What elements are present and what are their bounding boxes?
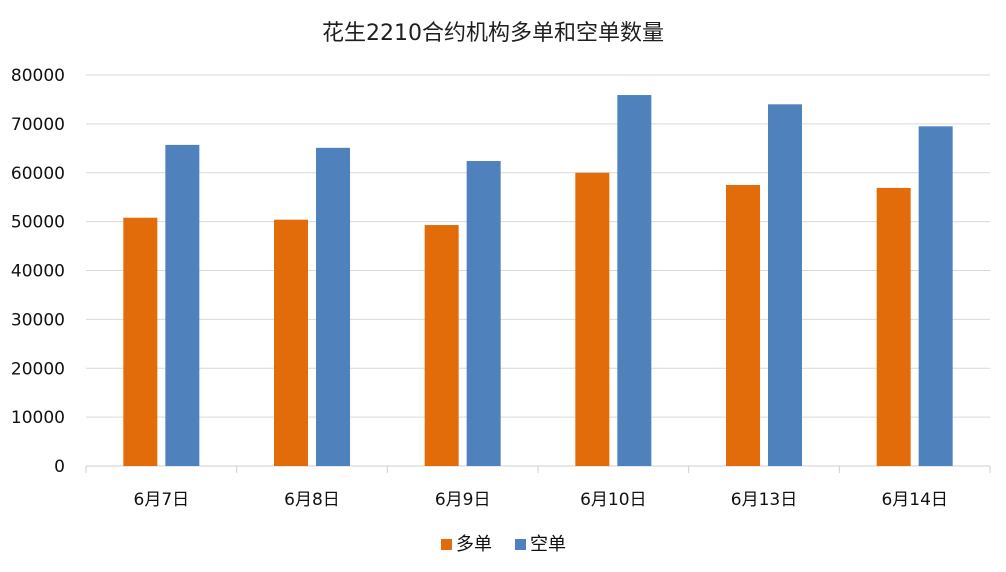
chart-title: 花生2210合约机构多单和空单数量 xyxy=(322,21,664,46)
legend-swatch xyxy=(515,539,526,550)
bar xyxy=(123,217,158,466)
bar xyxy=(617,95,652,466)
y-tick-label: 20000 xyxy=(11,359,65,379)
legend-label: 多单 xyxy=(456,534,492,555)
x-tick-label: 6月9日 xyxy=(435,490,491,510)
y-tick-label: 60000 xyxy=(11,164,65,184)
bar xyxy=(424,225,459,466)
y-tick-label: 40000 xyxy=(11,262,65,282)
grid-lines xyxy=(86,74,990,467)
axis-layer: 0 10000 20000 30000 40000 50000 60000 70000 8000… xyxy=(11,66,991,477)
bar xyxy=(575,172,610,466)
bar xyxy=(274,219,308,466)
x-tick-label: 6月14日 xyxy=(881,490,947,510)
bar xyxy=(918,126,953,466)
x-tick-label: 6月7日 xyxy=(134,490,190,510)
bars-layer xyxy=(123,95,953,467)
y-tick-label: 10000 xyxy=(11,408,65,428)
x-tick-label: 6月8日 xyxy=(284,490,340,510)
legend-label: 空单 xyxy=(530,534,566,555)
bar xyxy=(726,184,760,466)
bar xyxy=(316,147,350,467)
bar xyxy=(876,187,911,466)
y-tick-label: 70000 xyxy=(11,115,65,135)
y-tick-label: 80000 xyxy=(11,66,65,86)
y-tick-label: 0 xyxy=(54,457,65,477)
y-tick-label: 30000 xyxy=(11,310,65,330)
y-tick-label: 50000 xyxy=(11,213,65,233)
legend-swatch xyxy=(441,539,452,550)
bar xyxy=(768,104,802,466)
x-tick-label: 6月13日 xyxy=(731,490,797,510)
x-axis-labels: 6月7日 6月8日 6月9日 6月10日 6月13日 6月14日 xyxy=(134,490,948,510)
x-tick-label: 6月10日 xyxy=(580,490,646,510)
bar xyxy=(466,161,501,466)
bar xyxy=(165,144,200,467)
legend: 多单 空单 xyxy=(441,534,566,555)
